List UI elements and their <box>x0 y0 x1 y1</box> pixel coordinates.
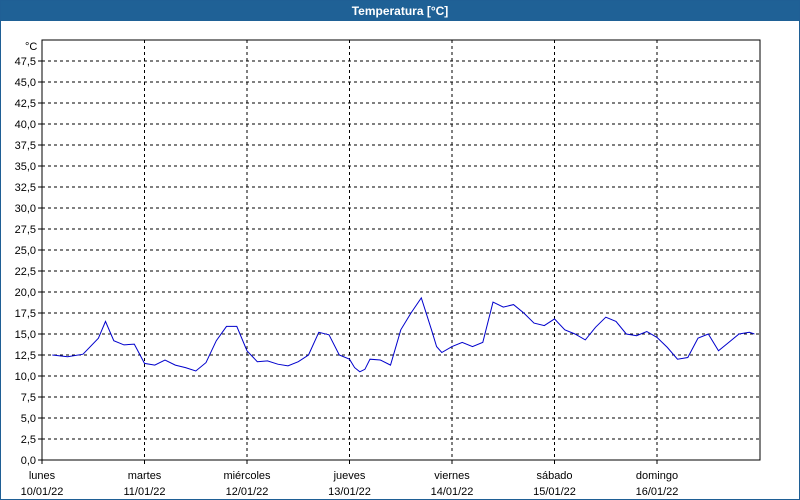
temperature-series-line <box>52 296 755 373</box>
x-tick-day: domingo <box>636 470 678 482</box>
x-tick-date: 13/01/22 <box>328 486 371 498</box>
grid <box>42 40 760 460</box>
x-tick-day: jueves <box>333 470 366 482</box>
x-tick-date: 10/01/22 <box>21 486 64 498</box>
y-tick-label: 27,5 <box>15 224 36 236</box>
y-tick-label: 25,0 <box>15 245 36 257</box>
y-tick-label: 0,0 <box>21 455 36 467</box>
y-tick-label: 17,5 <box>15 308 36 320</box>
x-tick-day: viernes <box>434 470 470 482</box>
x-tick-date: 16/01/22 <box>636 486 679 498</box>
y-tick-label: 35,0 <box>15 161 36 173</box>
x-tick-day: sábado <box>536 470 572 482</box>
y-axis: 0,0 2,5 5,0 7,5 10,0 12,5 15,0 17,5 20,0 22,5 25,0… <box>15 56 42 467</box>
series-group <box>52 296 755 373</box>
y-tick-label: 15,0 <box>15 329 36 341</box>
y-tick-label: 47,5 <box>15 56 36 68</box>
y-tick-label: 7,5 <box>21 392 36 404</box>
y-tick-label: 22,5 <box>15 266 36 278</box>
y-tick-label: 42,5 <box>15 98 36 110</box>
y-tick-label: 20,0 <box>15 287 36 299</box>
x-tick-day: martes <box>128 470 162 482</box>
y-tick-label: 2,5 <box>21 434 36 446</box>
plot-area <box>41 39 761 461</box>
y-tick-label: 37,5 <box>15 140 36 152</box>
y-axis-label: °C <box>25 41 37 53</box>
x-tick-date: 12/01/22 <box>226 486 269 498</box>
x-tick-date: 14/01/22 <box>431 486 474 498</box>
y-tick-label: 10,0 <box>15 371 36 383</box>
y-tick-label: 32,5 <box>15 182 36 194</box>
y-tick-label: 45,0 <box>15 77 36 89</box>
y-tick-label: 5,0 <box>21 413 36 425</box>
x-tick-day: lunes <box>29 470 56 482</box>
y-tick-label: 12,5 <box>15 350 36 362</box>
window-title: Temperatura [°C] <box>1 1 799 21</box>
y-tick-label: 40,0 <box>15 119 36 131</box>
x-tick-day: miércoles <box>223 470 271 482</box>
y-tick-label: 30,0 <box>15 203 36 215</box>
x-tick-date: 15/01/22 <box>533 486 576 498</box>
x-axis: lunes 10/01/22 martes 11/01/22 miércoles 12/0… <box>21 460 679 498</box>
x-tick-date: 11/01/22 <box>123 486 165 498</box>
